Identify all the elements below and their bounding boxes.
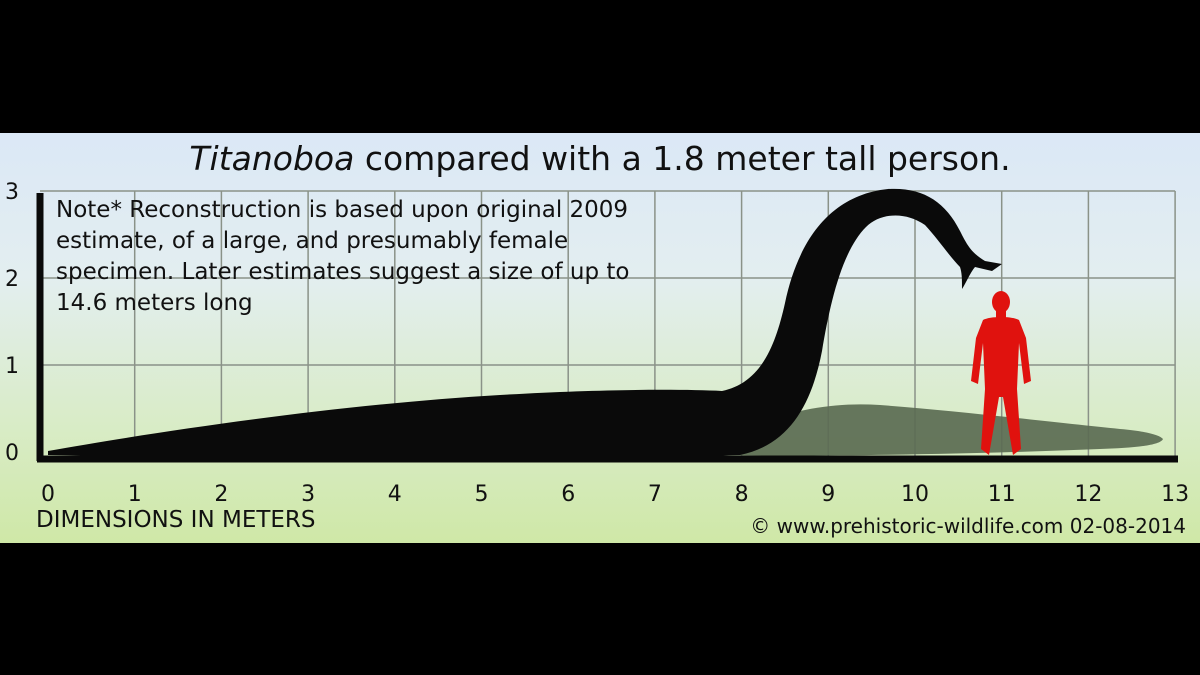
x-tick-label: 3 <box>301 482 315 507</box>
y-tick-label: 1 <box>5 354 19 379</box>
x-tick-label: 0 <box>41 482 55 507</box>
copyright-credit: © www.prehistoric-wildlife.com 02-08-201… <box>750 514 1186 538</box>
x-tick-label: 8 <box>735 482 749 507</box>
y-tick-label: 3 <box>5 180 19 205</box>
note-line: specimen. Later estimates suggest a size… <box>56 259 630 285</box>
y-tick-labels: 0 1 2 3 <box>5 180 19 466</box>
x-tick-label: 9 <box>821 482 835 507</box>
snake-shadow-silhouette <box>700 404 1163 456</box>
x-tick-label: 1 <box>128 482 142 507</box>
x-tick-label: 7 <box>648 482 662 507</box>
y-tick-label: 2 <box>5 267 19 292</box>
x-tick-labels: 0 1 2 3 4 5 6 7 8 9 10 11 12 13 <box>41 482 1189 507</box>
axes <box>36 193 1178 463</box>
x-tick-label: 12 <box>1074 482 1102 507</box>
chart-title: Titanoboa compared with a 1.8 meter tall… <box>0 139 1200 178</box>
x-tick-label: 11 <box>988 482 1016 507</box>
x-tick-label: 5 <box>475 482 489 507</box>
title-rest: compared with a 1.8 meter tall person. <box>354 139 1011 178</box>
note-line: estimate, of a large, and presumably fem… <box>56 228 569 254</box>
title-italic: Titanoboa <box>189 139 355 178</box>
note-line: 14.6 meters long <box>56 290 253 316</box>
x-tick-label: 10 <box>901 482 929 507</box>
reconstruction-note: Note* Reconstruction is based upon origi… <box>56 195 816 319</box>
x-tick-label: 13 <box>1161 482 1189 507</box>
note-line: Note* Reconstruction is based upon origi… <box>56 197 629 223</box>
x-tick-label: 4 <box>388 482 402 507</box>
x-axis-label: DIMENSIONS IN METERS <box>36 507 316 533</box>
x-tick-label: 2 <box>214 482 228 507</box>
snake-silhouette <box>48 188 1002 458</box>
x-tick-label: 6 <box>561 482 575 507</box>
y-tick-label: 0 <box>5 441 19 466</box>
person-silhouette <box>971 291 1031 455</box>
